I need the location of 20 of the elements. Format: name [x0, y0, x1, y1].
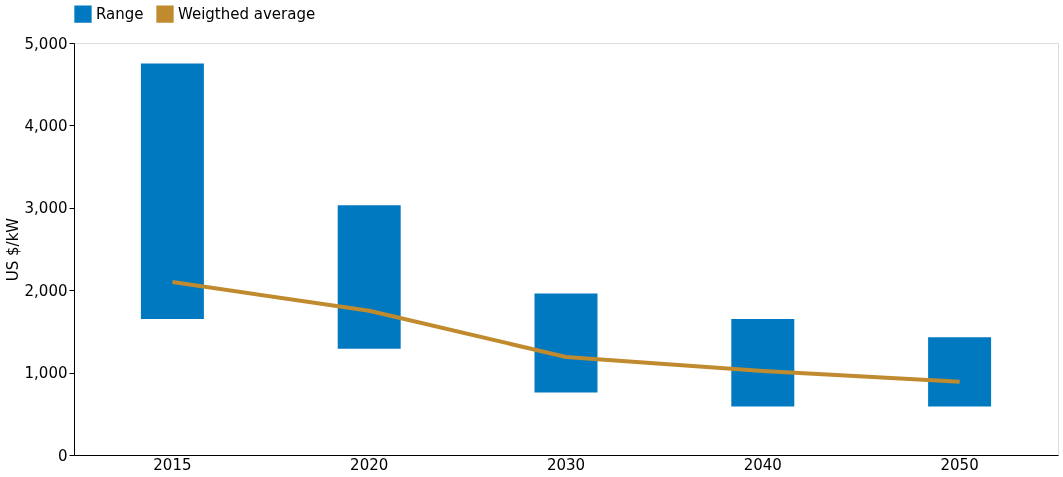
bar — [534, 293, 598, 393]
bar — [140, 63, 204, 320]
y-tick-label: 3,000 — [24, 199, 68, 218]
x-tick-label: 2040 — [743, 455, 782, 474]
x-tick-label: 2020 — [350, 455, 389, 474]
y-tick-label: 2,000 — [24, 281, 68, 300]
bar — [731, 319, 795, 407]
line-series — [170, 279, 962, 384]
legend-label: Weigthed average — [178, 5, 316, 24]
x-tick-label: 2050 — [940, 455, 979, 474]
y-tick-label: 5,000 — [24, 34, 68, 53]
x-tick-label: 2030 — [546, 455, 586, 474]
bar — [337, 205, 401, 349]
y-tick-label: 4,000 — [24, 116, 68, 135]
legend-label: Range — [96, 5, 144, 24]
y-tick-label: 1,000 — [24, 364, 68, 383]
y-axis-title: US $/kW — [3, 217, 22, 282]
x-tick-label: 2015 — [153, 455, 192, 474]
bar — [928, 337, 992, 407]
y-tick-label: 0 — [57, 446, 68, 465]
